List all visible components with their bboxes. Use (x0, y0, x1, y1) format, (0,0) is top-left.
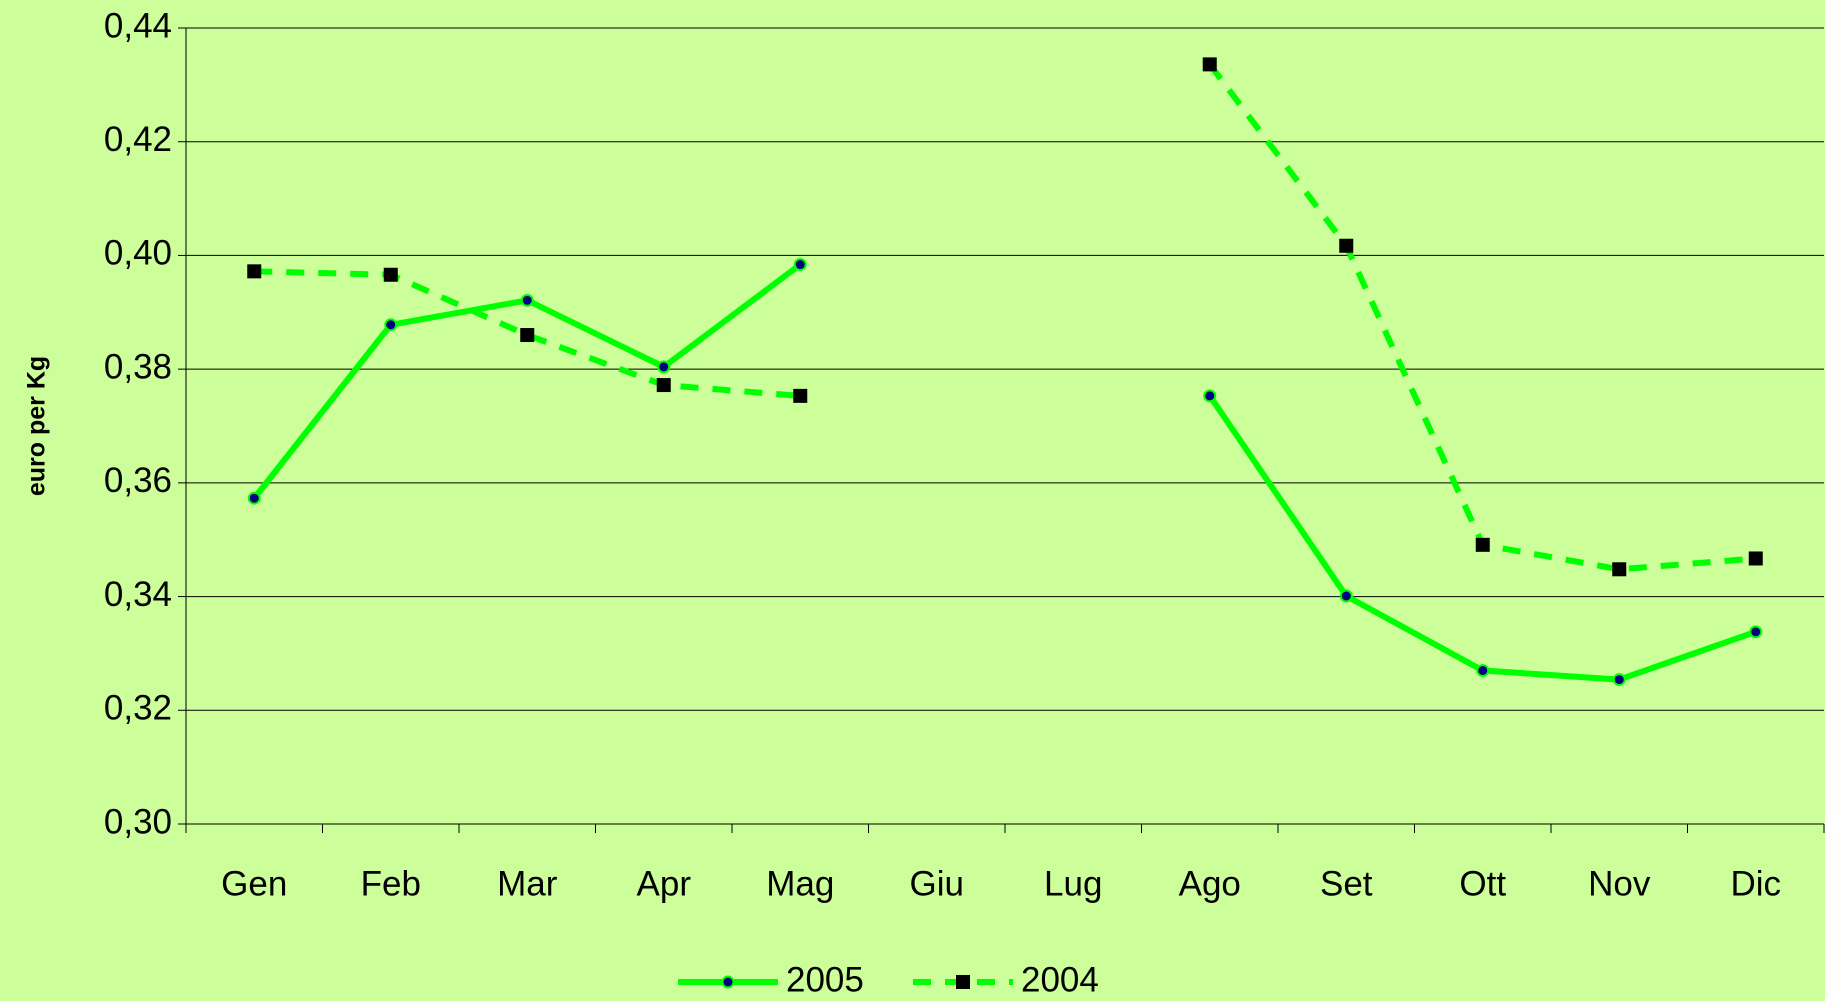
x-tick-label: Gen (221, 864, 287, 903)
x-tick-label: Set (1320, 864, 1373, 903)
legend-label: 2005 (786, 960, 864, 999)
x-tick-label: Lug (1044, 864, 1102, 903)
data-point (383, 267, 398, 282)
x-tick-label: Apr (637, 864, 692, 903)
data-point (384, 318, 398, 332)
data-point (656, 378, 671, 393)
y-tick-label: 0,34 (104, 575, 172, 614)
x-tick-label: Feb (361, 864, 421, 903)
data-point (520, 293, 534, 307)
x-tick-label: Dic (1730, 864, 1781, 903)
data-point (793, 388, 808, 403)
data-point (1339, 238, 1354, 253)
legend-label: 2004 (1021, 960, 1099, 999)
data-point (247, 264, 262, 279)
y-axis-label: euro per Kg (23, 356, 51, 496)
y-tick-label: 0,36 (104, 461, 172, 500)
y-tick-label: 0,44 (104, 6, 172, 45)
data-point (1612, 562, 1627, 577)
legend-marker (721, 975, 735, 989)
data-point (1476, 663, 1490, 677)
data-point (657, 360, 671, 374)
data-point (1475, 537, 1490, 552)
data-point (1202, 57, 1217, 72)
data-point (247, 491, 261, 505)
y-tick-label: 0,30 (104, 802, 172, 841)
x-tick-label: Giu (910, 864, 964, 903)
data-point (1748, 551, 1763, 566)
data-point (1612, 673, 1626, 687)
data-point (1749, 625, 1763, 639)
y-tick-label: 0,42 (104, 120, 172, 159)
x-tick-label: Ago (1179, 864, 1241, 903)
legend-marker (956, 975, 970, 989)
data-point (793, 258, 807, 272)
y-tick-label: 0,40 (104, 234, 172, 273)
data-point (1203, 389, 1217, 403)
x-tick-label: Nov (1588, 864, 1651, 903)
data-point (520, 328, 535, 343)
y-tick-label: 0,38 (104, 347, 172, 386)
x-tick-label: Mag (766, 864, 834, 903)
x-tick-label: Ott (1459, 864, 1506, 903)
data-point (1339, 589, 1353, 603)
x-tick-label: Mar (497, 864, 558, 903)
y-tick-label: 0,32 (104, 689, 172, 728)
